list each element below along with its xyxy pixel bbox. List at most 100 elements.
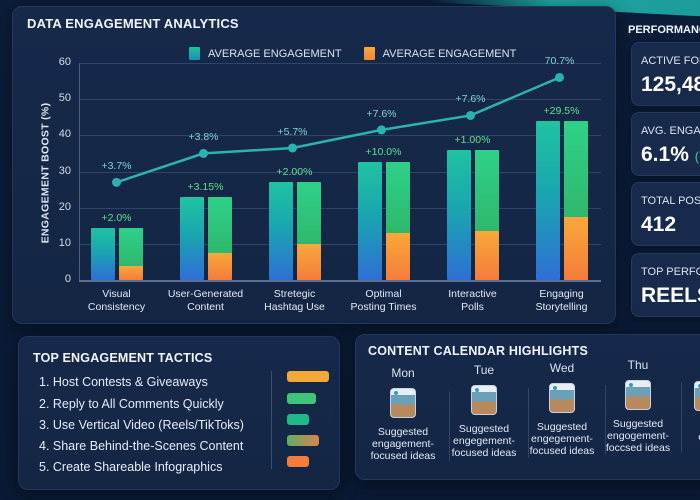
day-text-line: Su <box>668 419 700 431</box>
post-thumbnail-image-icon <box>549 383 575 413</box>
calendar-day-thu[interactable]: Thu Suggested engogement- foccsed ideas <box>599 358 677 454</box>
day-name: Mon <box>391 366 415 380</box>
day-name: Thu <box>627 358 649 372</box>
day-text-line: foccsed ideas <box>605 442 671 454</box>
y-axis-line <box>79 63 80 280</box>
legend-label: AVERAGE ENGAGEMENT <box>382 47 517 60</box>
tactic-item[interactable]: 3. Use Vertical Video (Reels/TikToks) <box>39 418 244 432</box>
calendar-day-wed[interactable]: Wed Suggested engegement- focused ideas <box>523 361 601 457</box>
trend-point[interactable] <box>112 177 121 187</box>
trend-point[interactable] <box>288 143 297 153</box>
tactic-score-bar <box>287 414 309 425</box>
legend-item-orange[interactable]: AVERAGE ENGAGEMENT <box>363 47 517 60</box>
bar-segment-orange <box>563 216 588 280</box>
y-tick-label: 0 <box>64 273 71 285</box>
x-category-label: Visual Consistency <box>87 288 146 313</box>
post-thumbnail-image-icon <box>694 381 700 411</box>
bar-segment-orange <box>296 243 321 280</box>
trend-point[interactable] <box>377 125 386 135</box>
post-thumbnail-image-icon <box>390 388 416 418</box>
bar-value-label: +3.15% <box>187 180 224 193</box>
trend-value-label: +7.6% <box>366 107 397 120</box>
trend-value-label: +3.7% <box>101 160 132 173</box>
stat-value: 6.1% (+ <box>641 143 700 167</box>
day-text-line: eng <box>668 431 700 443</box>
day-name: Tue <box>473 363 495 377</box>
tactic-item[interactable]: 4. Share Behind-the-Scenes Content <box>39 439 244 453</box>
stat-label: AVG. ENGAGEMENT <box>641 125 700 137</box>
bar-segment-orange <box>474 231 499 280</box>
legend-swatch-teal-icon <box>189 47 200 60</box>
stat-card-avg-engagement[interactable]: AVG. ENGAGEMENT 6.1% (+ <box>631 112 700 176</box>
y-tick-label: 60 <box>58 56 71 68</box>
tactic-score-bar <box>287 371 329 382</box>
tactic-item[interactable]: 5. Create Shareable Infographics <box>39 460 223 474</box>
bar-stacked[interactable] <box>118 227 143 280</box>
bar-teal[interactable] <box>357 162 382 280</box>
day-text-line: engegement- <box>531 433 593 445</box>
calendar-day-tue[interactable]: Tue Suggested engegement- focused ideas <box>445 363 523 459</box>
bar-value-label: +2.0% <box>101 211 132 224</box>
trend-value-label: +5.7% <box>277 125 308 138</box>
calendar-title: CONTENT CALENDAR HIGHLIGHTS <box>368 344 588 358</box>
bar-stacked[interactable] <box>296 182 321 280</box>
performance-title: PERFORMANCE <box>628 24 700 36</box>
bar-teal[interactable] <box>179 196 204 280</box>
bar-teal[interactable] <box>268 182 293 280</box>
bar-teal[interactable] <box>535 120 560 280</box>
calendar-day-mon[interactable]: Mon Suggested engagement- focused ideas <box>364 366 442 462</box>
bar-value-label: +1.00% <box>454 133 491 146</box>
bar-segment-green <box>207 196 232 253</box>
bar-stacked[interactable] <box>385 162 410 280</box>
stat-card-total-posts[interactable]: TOTAL POSTS 412 <box>631 182 700 246</box>
bar-stacked[interactable] <box>474 149 499 280</box>
tactics-divider <box>271 371 272 469</box>
gridline <box>79 99 601 101</box>
stat-delta: (+ <box>694 149 700 164</box>
day-text-line: Suggested <box>612 418 664 430</box>
bar-segment-green <box>296 182 321 244</box>
tactic-item[interactable]: 1. Host Contests & Giveaways <box>39 375 208 389</box>
day-text-line: foc <box>668 443 700 455</box>
stat-value: 125,48 <box>641 73 700 96</box>
bar-segment-green <box>118 227 143 266</box>
gridline <box>79 63 601 64</box>
y-tick-label: 30 <box>58 164 71 177</box>
calendar-day-fri[interactable]: Su eng foc <box>668 381 700 455</box>
gridline <box>79 207 601 209</box>
trend-point[interactable] <box>466 110 475 120</box>
trend-point[interactable] <box>555 72 564 82</box>
day-separator <box>449 391 450 461</box>
tactic-item[interactable]: 2. Reply to All Comments Quickly <box>39 397 224 411</box>
trend-line <box>112 72 564 187</box>
top-engagement-tactics-panel: TOP ENGAGEMENT TACTICS 1. Host Contests … <box>18 336 340 490</box>
day-separator <box>605 385 606 455</box>
bar-value-label: +2.00% <box>276 166 313 179</box>
day-text-line: focused ideas <box>451 447 517 459</box>
bar-teal[interactable] <box>446 149 471 280</box>
bar-stacked[interactable] <box>563 120 588 280</box>
stat-card-active-followers[interactable]: ACTIVE FOLLOWERS 125,48 <box>631 42 700 106</box>
tactic-score-bar <box>287 435 319 446</box>
stat-label: ACTIVE FOLLOWERS <box>641 55 700 67</box>
day-separator <box>681 382 682 452</box>
bar-value-label: +10.0% <box>365 146 402 159</box>
trend-value-label: +7.6% <box>455 93 486 106</box>
content-calendar-panel: CONTENT CALENDAR HIGHLIGHTS Mon Suggeste… <box>355 334 700 480</box>
bar-segment-orange <box>207 252 232 280</box>
trend-value-label: +3.8% <box>188 131 219 144</box>
day-text-line: Suggested <box>377 426 429 438</box>
stat-card-top-performing[interactable]: TOP PERFORMING REELS <box>631 253 700 317</box>
legend-item-teal[interactable]: AVERAGE ENGAGEMENT <box>189 47 342 60</box>
legend-label: AVERAGE ENGAGEMENT <box>208 47 342 60</box>
x-axis-line <box>79 280 601 282</box>
tactic-score-bar <box>287 456 309 467</box>
legend-swatch-orange-icon <box>363 47 375 60</box>
stat-value: 412 <box>641 213 677 236</box>
trend-point[interactable] <box>199 148 208 158</box>
y-tick-label: 40 <box>58 128 71 141</box>
x-category-label: Interactive Polls <box>448 288 497 313</box>
bar-teal[interactable] <box>90 227 115 280</box>
bar-stacked[interactable] <box>207 196 232 280</box>
gridline <box>79 171 601 173</box>
